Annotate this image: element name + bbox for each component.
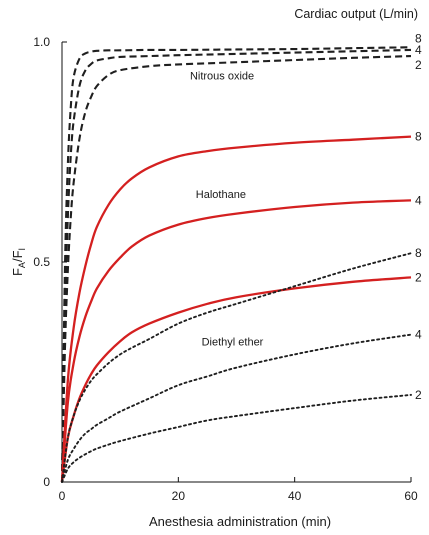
x-tick-label: 20 [172, 489, 186, 503]
halothane-curve-4 [60, 199, 412, 483]
halothane-end-label-8: 8 [415, 130, 422, 144]
y-axis-title-f: F [10, 268, 25, 276]
diethyl-ether-curve-2 [61, 393, 412, 483]
y-tick-label: 1.0 [33, 35, 50, 49]
halothane-curve-2 [60, 276, 412, 483]
y-tick-label: 0 [43, 475, 50, 489]
x-axis-title: Anesthesia administration (min) [149, 514, 331, 529]
nitrous-oxide-end-label-2: 2 [415, 58, 422, 72]
halothane-end-label-2: 2 [415, 270, 422, 284]
nitrous-oxide-curve-2 [60, 55, 412, 483]
halothane-curve-8 [60, 135, 412, 483]
diethyl-ether-end-label-8: 8 [415, 246, 422, 260]
nitrous-oxide-label: Nitrous oxide [190, 70, 254, 82]
nitrous-oxide-curve-8 [60, 46, 412, 483]
y-axis-title: FA/FI [10, 248, 27, 276]
halothane-label: Halothane [196, 189, 246, 201]
y-axis-title-sub-a: A [17, 262, 27, 268]
y-axis-title-sub-i: I [17, 248, 27, 251]
x-tick-label: 40 [288, 489, 302, 503]
x-tick-label: 0 [59, 489, 66, 503]
nitrous-oxide-end-label-8: 8 [415, 31, 422, 45]
diethyl-ether-curve-4 [61, 333, 412, 483]
cardiac-output-header: Cardiac output (L/min) [294, 7, 418, 21]
diethyl-ether-end-label-2: 2 [415, 388, 422, 402]
nitrous-oxide-curve-4 [60, 48, 412, 483]
diethyl-ether-label: Diethyl ether [202, 337, 264, 349]
y-axis-title-slash: /F [10, 250, 25, 262]
diethyl-ether-curve-8 [61, 252, 412, 483]
diethyl-ether-end-label-4: 4 [415, 328, 422, 342]
x-tick-label: 60 [404, 489, 418, 503]
tick-layer: 0 20 40 60 0 0.5 1.0 [33, 35, 418, 503]
y-tick-label: 0.5 [33, 255, 50, 269]
series-layer [60, 46, 412, 483]
nitrous-oxide-end-label-4: 4 [415, 43, 422, 57]
halothane-end-label-4: 4 [415, 193, 422, 207]
